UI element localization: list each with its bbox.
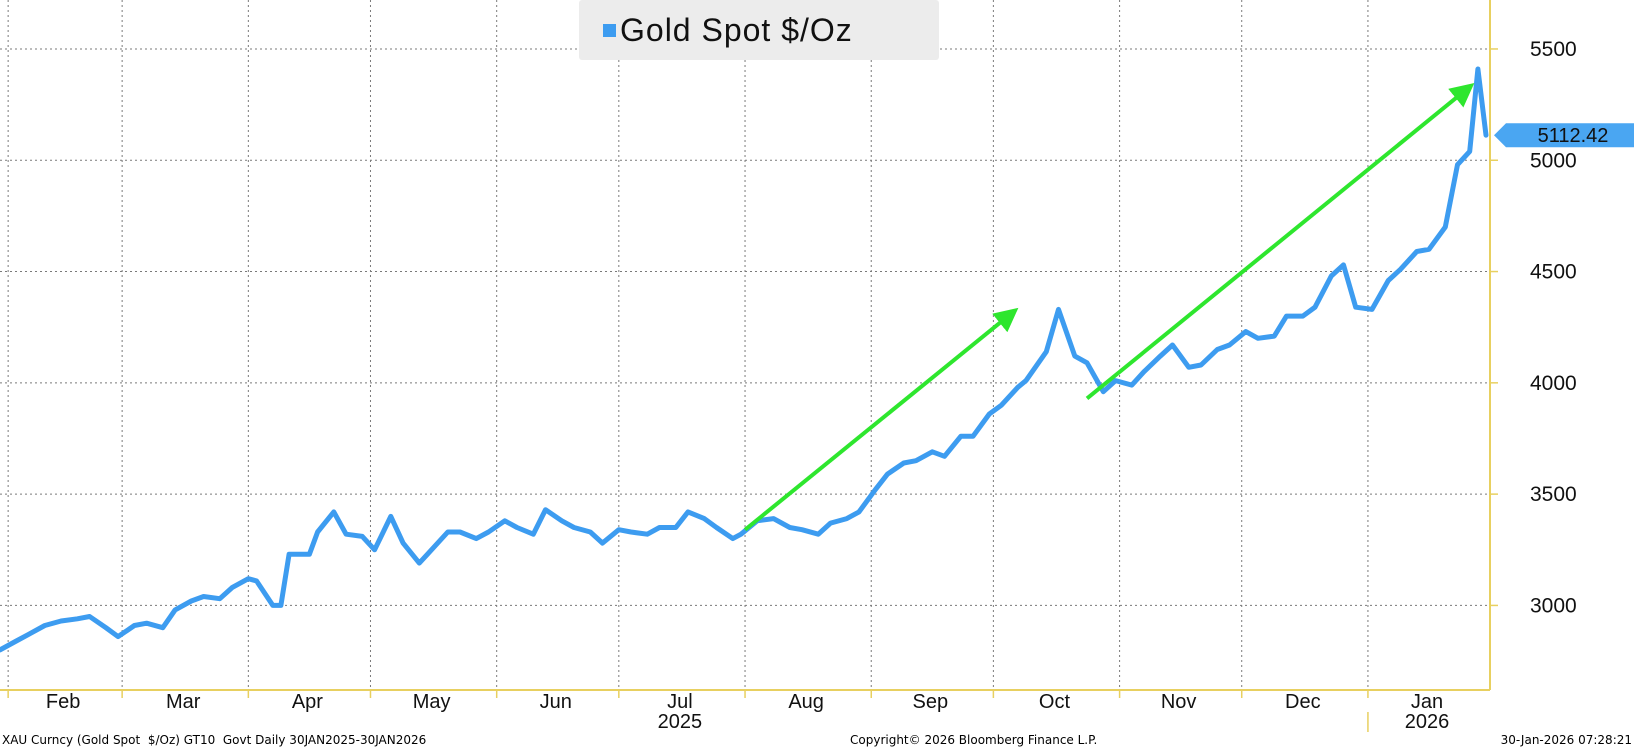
- x-tick-label: Jan: [1411, 691, 1443, 713]
- footer-security-info: XAU Curncy (Gold Spot $/Oz) GT10 Govt Da…: [2, 733, 427, 747]
- x-tick-label: Jun: [540, 691, 572, 713]
- x-tick-label: Feb: [46, 691, 80, 713]
- x-tick-label: Dec: [1285, 691, 1321, 713]
- y-tick-label: 5000: [1530, 149, 1577, 172]
- grid-lines: [0, 0, 1490, 690]
- y-tick-label: 4000: [1530, 372, 1577, 395]
- trend-arrow: [743, 307, 1019, 532]
- last-value-badge: 5112.42: [1494, 123, 1634, 148]
- x-tick-label: Nov: [1161, 691, 1197, 713]
- x-tick-label: Mar: [166, 691, 201, 713]
- y-tick-label: 3500: [1530, 483, 1577, 506]
- x-tick-label: May: [413, 691, 451, 713]
- legend-swatch: [603, 23, 616, 37]
- x-tick-label: Apr: [292, 691, 323, 713]
- footer-copyright: Copyright© 2026 Bloomberg Finance L.P.: [850, 733, 1098, 747]
- axes: [0, 0, 1498, 732]
- legend-label: Gold Spot $/Oz: [620, 11, 853, 48]
- x-year-label: 2025: [658, 711, 703, 733]
- y-tick-label: 3000: [1530, 594, 1577, 617]
- last-value-label: 5112.42: [1538, 125, 1609, 147]
- y-tick-label: 4500: [1530, 261, 1577, 284]
- x-tick-label: Jul: [667, 691, 693, 713]
- x-year-label: 2026: [1405, 711, 1450, 733]
- last-value-badge-bg: [1494, 123, 1634, 148]
- trend-arrows: [743, 83, 1475, 532]
- trend-arrow: [1085, 83, 1475, 400]
- footer-timestamp: 30-Jan-2026 07:28:21: [1500, 733, 1632, 747]
- series-line-gold-spot: [0, 66, 1489, 653]
- y-tick-label: 5500: [1530, 38, 1577, 61]
- tick-labels: 3000 3500 4000 4500 5000 5500 Feb Mar Apr May Jun J…: [46, 38, 1634, 733]
- x-tick-label: Oct: [1039, 691, 1071, 713]
- x-tick-label: Aug: [788, 691, 824, 713]
- series-layer: [0, 66, 1489, 653]
- legend: Gold Spot $/Oz: [579, 0, 939, 60]
- x-tick-label: Sep: [913, 691, 949, 713]
